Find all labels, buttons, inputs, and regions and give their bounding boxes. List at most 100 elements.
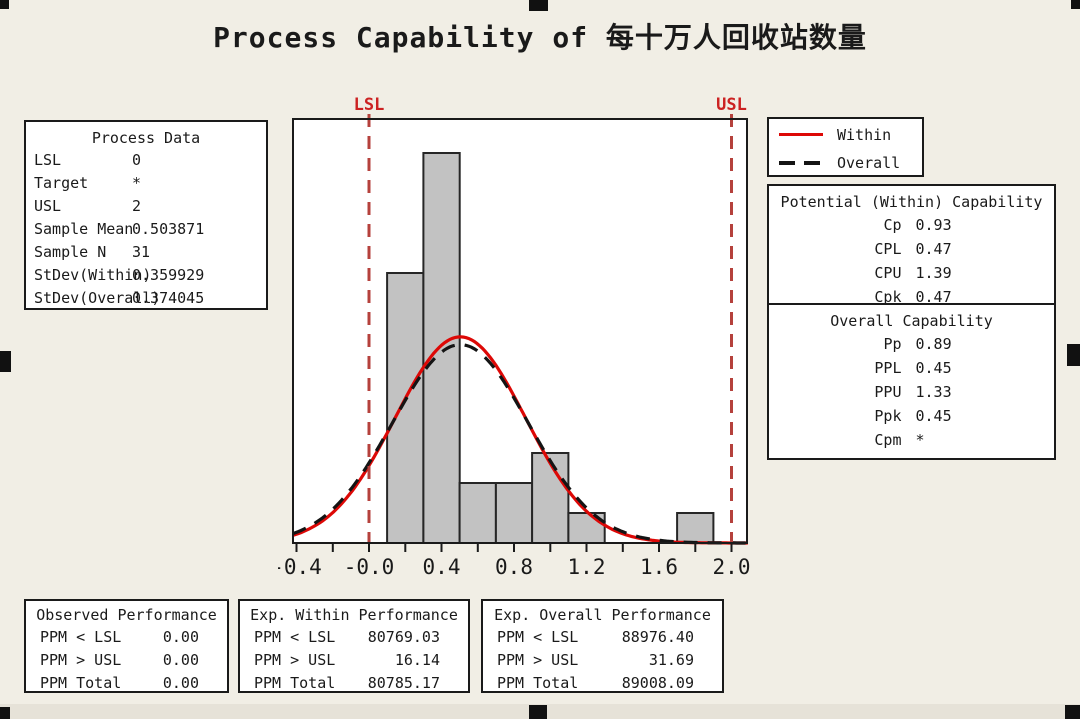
stat-label: Cpm — [874, 431, 902, 449]
stat-row: USL 2 — [26, 195, 266, 218]
selection-handle-bottom-right[interactable] — [1065, 705, 1080, 719]
stat-value: 0.00 — [162, 674, 199, 692]
process-data-title: Process Data — [91, 129, 201, 147]
x-tick-label: -0.4 — [278, 555, 322, 579]
stat-row: Sample Mean 0.503871 — [26, 218, 266, 241]
stat-value: 16.14 — [394, 651, 440, 669]
stat-row: PPM > USL 16.14 — [240, 649, 468, 672]
lsl-label: LSL — [354, 95, 385, 115]
stat-row: StDev(Overall) 0.374045 — [26, 287, 266, 310]
stat-value: 0.00 — [162, 628, 199, 646]
within-capability-panel: Potential (Within) Capability Cp 0.93 CP… — [767, 184, 1056, 306]
stat-row: PPM < LSL 80769.03 — [240, 626, 468, 649]
stat-value: 1.33 — [915, 383, 952, 401]
stat-row: PPL 0.45 — [769, 356, 1054, 380]
stat-value: * — [915, 431, 925, 449]
histogram-bar — [458, 482, 497, 544]
within-capability-title: Potential (Within) Capability — [780, 193, 1043, 211]
stat-value: 31 — [132, 243, 151, 261]
x-tick-label: -0.0 — [344, 555, 395, 579]
stat-value: 88976.40 — [621, 628, 694, 646]
observed-performance-panel: Observed Performance PPM < LSL 0.00 PPM … — [24, 599, 229, 693]
stat-value: 0.89 — [915, 335, 952, 353]
curve-overall — [292, 342, 748, 545]
stat-label: PPU — [874, 383, 902, 401]
exp-within-performance-panel: Exp. Within Performance PPM < LSL 80769.… — [238, 599, 470, 693]
stat-value: 0.93 — [915, 216, 952, 234]
stat-row: PPM < LSL 88976.40 — [483, 626, 722, 649]
legend-panel: Within Overall — [767, 117, 924, 177]
stat-row: PPM < LSL 0.00 — [26, 626, 227, 649]
stat-row: PPM > USL 0.00 — [26, 649, 227, 672]
histogram-bar — [531, 452, 570, 544]
stat-value: * — [132, 174, 142, 192]
histogram-bar — [386, 272, 425, 544]
stat-value: 80769.03 — [367, 628, 440, 646]
stat-label: PPM < LSL — [40, 628, 122, 646]
stat-label: Sample N — [34, 243, 107, 261]
stat-row: PPU 1.33 — [769, 380, 1054, 404]
within-line-icon — [779, 133, 823, 136]
selection-handle-middle-right[interactable] — [1067, 344, 1080, 366]
overall-capability-title: Overall Capability — [830, 312, 993, 330]
exp-overall-performance-panel: Exp. Overall Performance PPM < LSL 88976… — [481, 599, 724, 693]
x-tick-label: 1.6 — [640, 555, 678, 579]
stat-row: PPM Total 80785.17 — [240, 672, 468, 695]
x-tick-label: 0.4 — [423, 555, 461, 579]
stat-label: Sample Mean — [34, 220, 134, 238]
stat-label: CPL — [874, 240, 902, 258]
stat-row: Cpm * — [769, 428, 1054, 452]
legend-item-within: Within — [769, 122, 922, 147]
stat-row: CPL 0.47 — [769, 237, 1054, 261]
legend-label: Within — [837, 125, 892, 144]
process-data-panel: Process Data LSL 0 Target * USL 2 Sample… — [24, 120, 268, 310]
selection-handle-top-center[interactable] — [529, 0, 548, 11]
stat-row: PPM > USL 31.69 — [483, 649, 722, 672]
selection-handle-bottom-center[interactable] — [529, 705, 547, 719]
stat-row: Target * — [26, 172, 266, 195]
legend-item-overall: Overall — [769, 150, 922, 175]
usl-label: USL — [716, 95, 747, 115]
selection-handle-middle-left[interactable] — [0, 351, 11, 372]
overall-dashed-line-icon — [779, 160, 823, 165]
stat-label: PPM Total — [497, 674, 579, 692]
stat-label: LSL — [34, 151, 62, 169]
stat-label: PPM < LSL — [497, 628, 579, 646]
stat-label: Target — [34, 174, 89, 192]
stat-value: 0 — [132, 151, 142, 169]
stat-value: 0.47 — [915, 288, 952, 306]
stat-value: 80785.17 — [367, 674, 440, 692]
stat-row: CPU 1.39 — [769, 261, 1054, 285]
stat-label: PPM > USL — [497, 651, 579, 669]
stat-label: Cp — [883, 216, 902, 234]
stat-row: Sample N 31 — [26, 241, 266, 264]
stat-value: 0.45 — [915, 407, 952, 425]
selection-handle-top-right[interactable] — [1071, 0, 1080, 9]
selection-handle-bottom-left[interactable] — [0, 707, 10, 719]
stat-value: 1.39 — [915, 264, 952, 282]
stat-value: 0.359929 — [132, 266, 205, 284]
stat-row: LSL 0 — [26, 149, 266, 172]
stat-value: 0.374045 — [132, 289, 205, 307]
stat-row: Cpk 0.47 — [769, 285, 1054, 309]
stat-value: 0.47 — [915, 240, 952, 258]
stat-label: Ppk — [874, 407, 902, 425]
x-tick-label: 1.2 — [568, 555, 606, 579]
overall-capability-panel: Overall Capability Pp 0.89 PPL 0.45 PPU … — [767, 303, 1056, 460]
stat-row: Pp 0.89 — [769, 332, 1054, 356]
stat-row: PPM Total 89008.09 — [483, 672, 722, 695]
selection-handle-top-left[interactable] — [0, 0, 9, 9]
stat-label: Pp — [883, 335, 902, 353]
stat-value: 0.45 — [915, 359, 952, 377]
stat-label: PPM Total — [254, 674, 336, 692]
exp-within-performance-title: Exp. Within Performance — [250, 606, 458, 624]
histogram-bar — [494, 482, 534, 544]
stat-label: PPM > USL — [40, 651, 122, 669]
histogram-bar — [676, 512, 715, 544]
stat-label: USL — [34, 197, 62, 215]
stat-value: 89008.09 — [621, 674, 694, 692]
stat-row: PPM Total 0.00 — [26, 672, 227, 695]
exp-overall-performance-title: Exp. Overall Performance — [494, 606, 711, 624]
stat-label: PPM < LSL — [254, 628, 336, 646]
stat-label: StDev(Within) — [34, 266, 152, 284]
